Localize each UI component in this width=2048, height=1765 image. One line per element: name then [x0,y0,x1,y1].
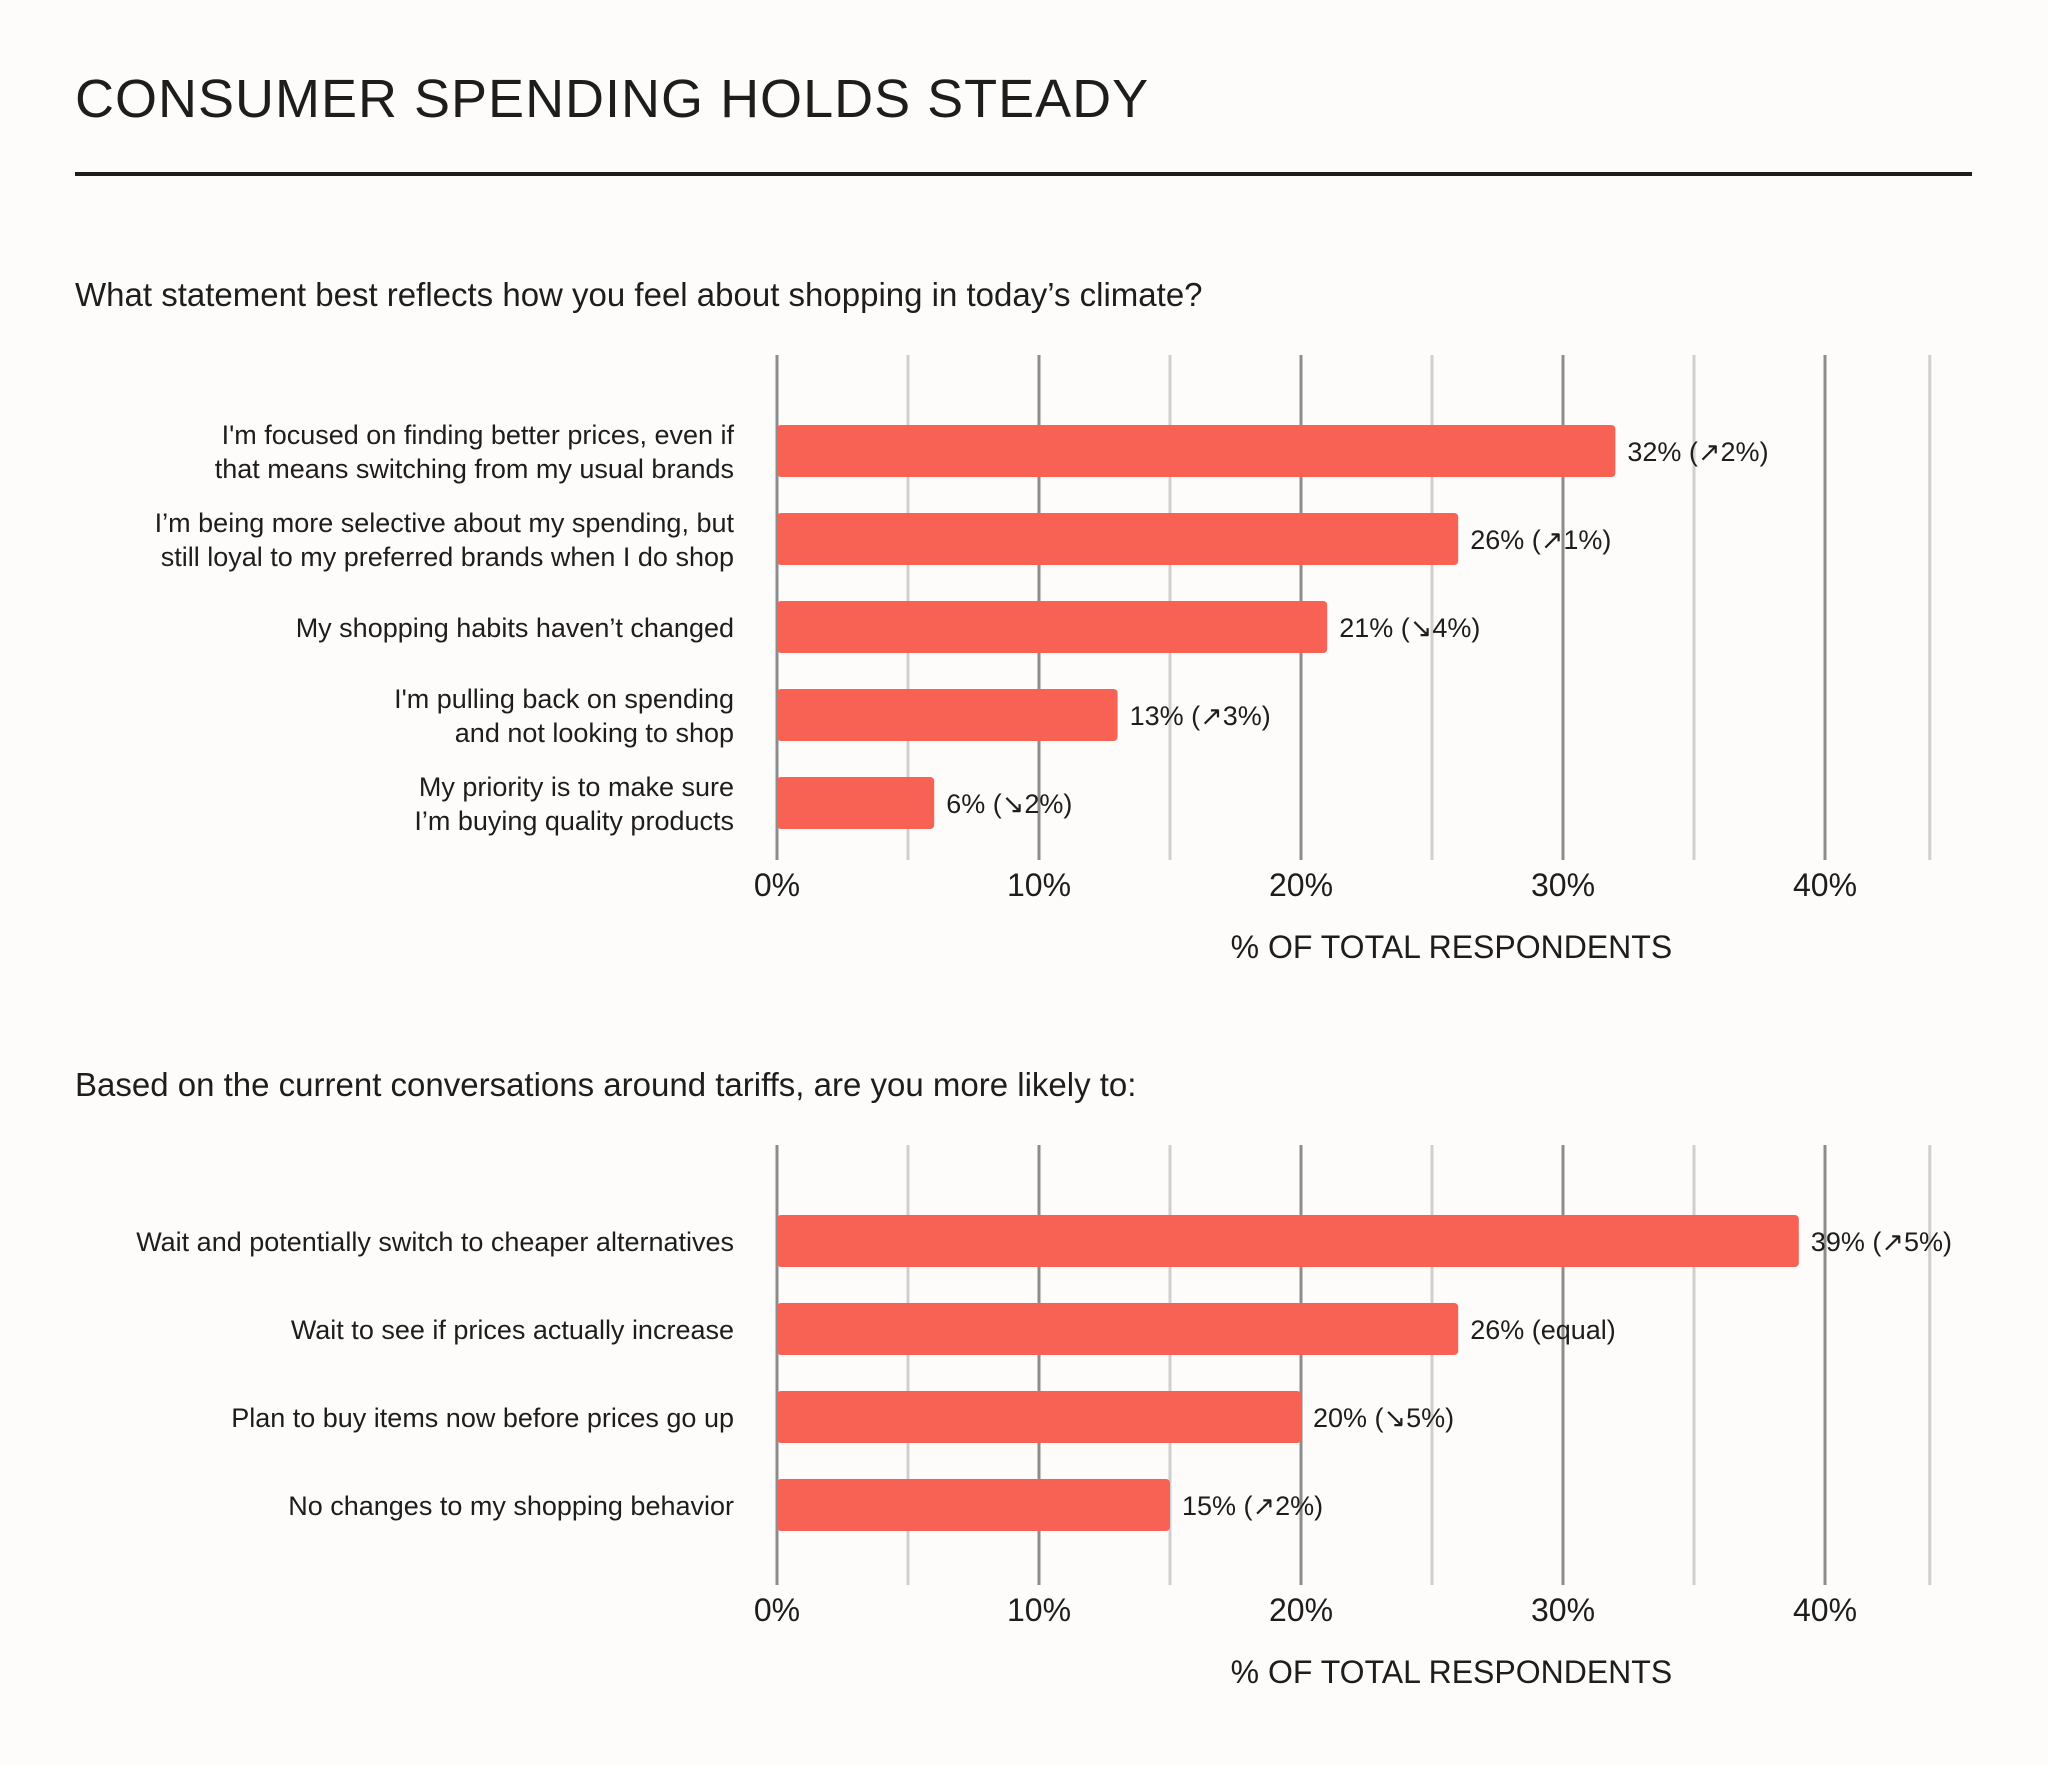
bar-value-label: 26% (equal) [1470,1315,1616,1345]
category-label: I’m being more selective about my spendi… [155,508,735,572]
bar-value-label: 21% (↘4%) [1339,613,1480,643]
page-title: CONSUMER SPENDING HOLDS STEADY [75,69,1150,129]
bar-value-label: 26% (↗1%) [1470,525,1611,555]
bar [777,689,1118,741]
x-tick-label: 40% [1793,867,1857,903]
x-tick-label: 10% [1007,1592,1071,1628]
bar [777,1391,1301,1443]
category-label-line: Wait to see if prices actually increase [291,1315,734,1345]
bar [777,1303,1459,1355]
x-axis-label: % OF TOTAL RESPONDENTS [1231,1654,1673,1690]
title-divider [75,172,1972,176]
x-tick-label: 20% [1269,867,1333,903]
bar [777,601,1328,653]
bar [777,777,935,829]
bar [777,513,1459,565]
category-label-line: that means switching from my usual brand… [215,454,734,484]
x-tick-label: 30% [1531,867,1595,903]
category-label-line: Wait and potentially switch to cheaper a… [136,1227,734,1257]
category-label-line: and not looking to shop [455,718,734,748]
chart-1-question: What statement best reflects how you fee… [75,276,1203,313]
bar-value-label: 20% (↘5%) [1313,1403,1454,1433]
chart-1: 32% (↗2%) I'm focused on finding better p… [155,355,1932,965]
category-label-line: No changes to my shopping behavior [288,1491,734,1521]
bar [777,425,1616,477]
x-tick-label: 0% [754,867,800,903]
category-label-line: still loyal to my preferred brands when … [161,542,734,572]
category-label: Wait to see if prices actually increase [291,1315,734,1345]
category-label-line: I'm focused on finding better prices, ev… [222,420,735,450]
bar-value-label: 13% (↗3%) [1130,701,1271,731]
category-label: My priority is to make sure I’m buying qu… [414,772,734,836]
category-label: No changes to my shopping behavior [288,1491,734,1521]
category-label: Plan to buy items now before prices go u… [231,1403,734,1433]
category-label-line: I'm pulling back on spending [394,684,734,714]
category-label-line: Plan to buy items now before prices go u… [231,1403,734,1433]
category-label: I'm focused on finding better prices, ev… [215,420,735,484]
category-label-line: My priority is to make sure [419,772,734,802]
category-label: My shopping habits haven’t changed [296,613,734,643]
category-label-line: I’m buying quality products [414,806,734,836]
category-label-line: I’m being more selective about my spendi… [155,508,735,538]
x-tick-label: 30% [1531,1592,1595,1628]
category-label-line: My shopping habits haven’t changed [296,613,734,643]
bar-value-label: 15% (↗2%) [1182,1491,1323,1521]
bar [777,1215,1799,1267]
x-axis-label: % OF TOTAL RESPONDENTS [1231,929,1673,965]
bar-value-label: 6% (↘2%) [946,789,1072,819]
x-tick-label: 40% [1793,1592,1857,1628]
x-tick-label: 10% [1007,867,1071,903]
chart-2-question: Based on the current conversations aroun… [75,1066,1137,1103]
x-tick-label: 0% [754,1592,800,1628]
bar-value-label: 32% (↗2%) [1627,437,1768,467]
x-tick-label: 20% [1269,1592,1333,1628]
category-label: Wait and potentially switch to cheaper a… [136,1227,734,1257]
bar-value-label: 39% (↗5%) [1811,1227,1952,1257]
category-label: I'm pulling back on spending and not look… [394,684,734,748]
chart-2: 39% (↗5%) Wait and potentially switch to … [136,1145,1952,1690]
bar [777,1479,1170,1531]
